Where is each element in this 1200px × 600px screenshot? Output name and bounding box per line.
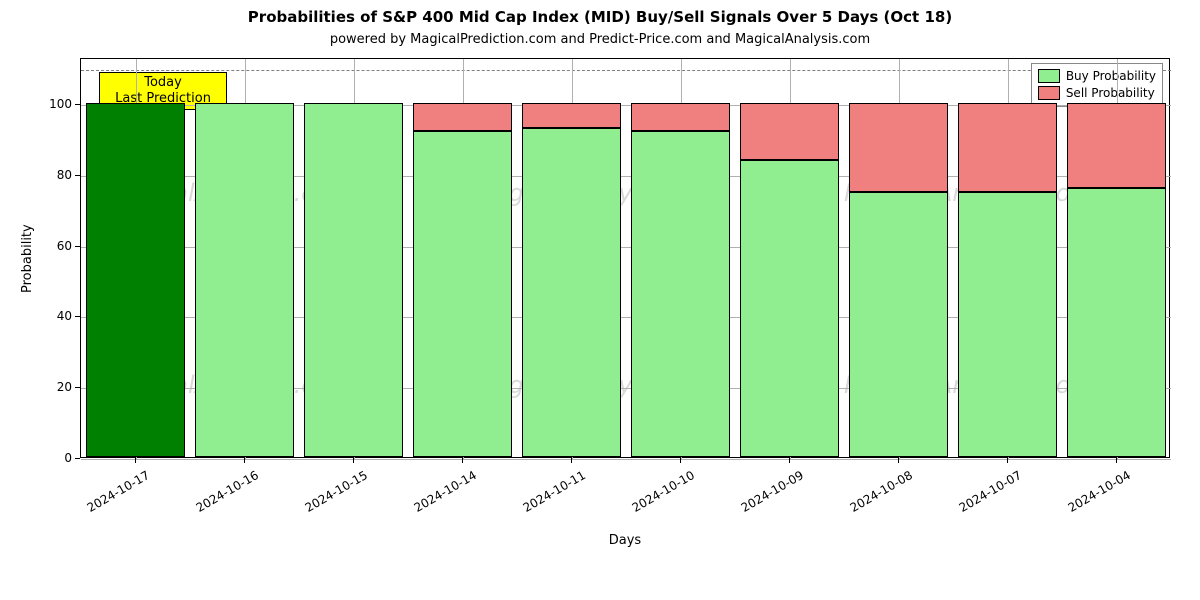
bar-sell [1067,103,1165,188]
xtick-mark [789,458,790,463]
ytick-mark [75,104,80,105]
bar-group [522,57,620,457]
bar-buy [631,131,729,457]
bar-group [849,57,947,457]
bar-sell [958,103,1056,191]
xtick-mark [462,458,463,463]
bar-sell [740,103,838,160]
ytick-mark [75,458,80,459]
bar-group [958,57,1056,457]
bar-sell [849,103,947,191]
bar-buy [958,192,1056,457]
bar-buy [413,131,511,457]
ytick-label: 0 [32,451,72,465]
bar-group [304,57,402,457]
chart-subtitle: powered by MagicalPrediction.com and Pre… [0,32,1200,47]
bar-buy [849,192,947,457]
ytick-mark [75,246,80,247]
y-axis-label: Probability [20,224,35,293]
ytick-label: 60 [32,239,72,253]
bar-buy [522,128,620,457]
bar-group [195,57,293,457]
xtick-mark [571,458,572,463]
bar-group [413,57,511,457]
bar-buy [1067,188,1165,457]
xtick-mark [898,458,899,463]
ytick-mark [75,387,80,388]
xtick-mark [1116,458,1117,463]
bar-buy [304,103,402,457]
x-axis-label: Days [80,533,1170,548]
xtick-mark [135,458,136,463]
bar-group [740,57,838,457]
bar-sell [413,103,511,131]
xtick-mark [244,458,245,463]
ytick-mark [75,316,80,317]
bar-buy [195,103,293,457]
bar-group [86,57,184,457]
bar-buy [740,160,838,457]
ytick-label: 100 [32,97,72,111]
ytick-label: 40 [32,309,72,323]
xtick-mark [1007,458,1008,463]
gridline-h [81,459,1171,460]
ytick-mark [75,175,80,176]
bar-buy [86,103,184,457]
bar-sell [522,103,620,128]
chart-title: Probabilities of S&P 400 Mid Cap Index (… [0,8,1200,26]
ytick-label: 80 [32,168,72,182]
bar-group [1067,57,1165,457]
xtick-mark [680,458,681,463]
plot-area: MagicalAnalysis.com MagicalAnalysis.com … [80,58,1170,458]
xtick-mark [353,458,354,463]
bar-sell [631,103,729,131]
ytick-label: 20 [32,380,72,394]
bar-group [631,57,729,457]
